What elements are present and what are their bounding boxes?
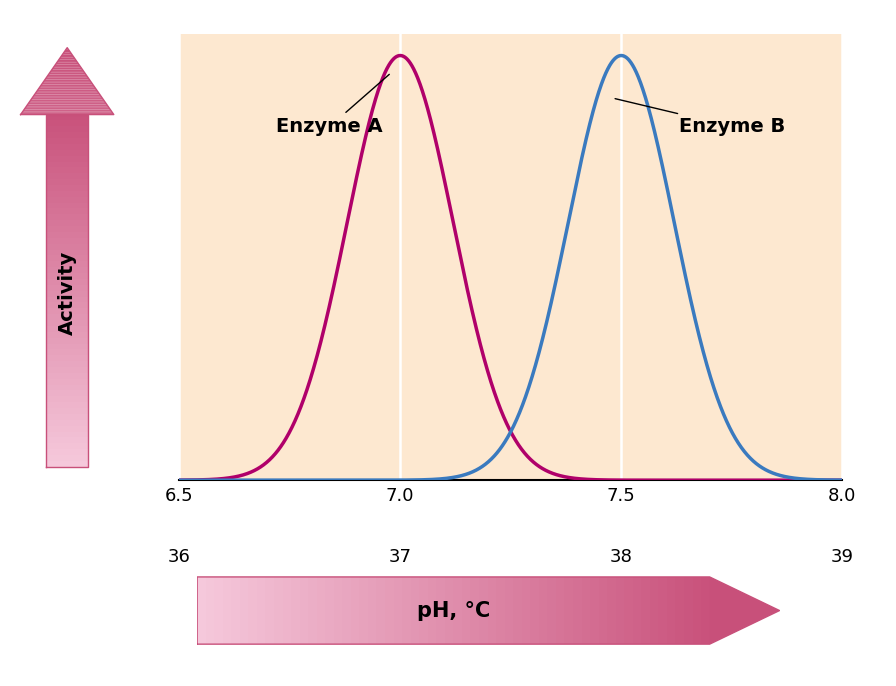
Polygon shape bbox=[41, 83, 93, 84]
Polygon shape bbox=[29, 102, 106, 103]
Polygon shape bbox=[21, 113, 114, 115]
Polygon shape bbox=[47, 76, 88, 78]
Text: Enzyme B: Enzyme B bbox=[615, 99, 785, 136]
Polygon shape bbox=[53, 66, 82, 68]
Polygon shape bbox=[58, 60, 76, 61]
Polygon shape bbox=[710, 577, 780, 644]
Polygon shape bbox=[23, 110, 111, 111]
Polygon shape bbox=[36, 91, 99, 93]
Polygon shape bbox=[55, 64, 80, 66]
Polygon shape bbox=[39, 86, 95, 88]
Polygon shape bbox=[35, 93, 99, 95]
Polygon shape bbox=[59, 58, 75, 60]
Polygon shape bbox=[52, 68, 82, 69]
Text: 38: 38 bbox=[610, 548, 633, 566]
Polygon shape bbox=[25, 106, 109, 108]
Polygon shape bbox=[64, 51, 71, 53]
Text: Enzyme A: Enzyme A bbox=[277, 74, 389, 136]
Polygon shape bbox=[30, 99, 105, 102]
Polygon shape bbox=[56, 62, 79, 64]
Text: Activity: Activity bbox=[57, 251, 77, 335]
Polygon shape bbox=[47, 75, 87, 76]
Text: 39: 39 bbox=[831, 548, 854, 566]
Polygon shape bbox=[28, 103, 107, 104]
Polygon shape bbox=[32, 96, 102, 98]
Polygon shape bbox=[62, 54, 73, 56]
Text: 37: 37 bbox=[389, 548, 412, 566]
Polygon shape bbox=[40, 84, 94, 86]
Polygon shape bbox=[56, 61, 78, 62]
Polygon shape bbox=[27, 104, 108, 106]
Polygon shape bbox=[24, 108, 110, 110]
Polygon shape bbox=[33, 95, 101, 96]
Polygon shape bbox=[44, 80, 90, 81]
Text: pH, °C: pH, °C bbox=[417, 600, 490, 621]
Polygon shape bbox=[31, 98, 103, 99]
Polygon shape bbox=[66, 48, 68, 49]
Polygon shape bbox=[65, 49, 70, 51]
Polygon shape bbox=[48, 73, 86, 75]
Polygon shape bbox=[60, 56, 74, 58]
Polygon shape bbox=[51, 69, 83, 71]
Polygon shape bbox=[37, 89, 98, 91]
Polygon shape bbox=[50, 71, 85, 73]
Polygon shape bbox=[45, 78, 90, 80]
Polygon shape bbox=[63, 53, 72, 54]
Text: 36: 36 bbox=[168, 548, 191, 566]
Polygon shape bbox=[43, 81, 91, 83]
Polygon shape bbox=[38, 88, 97, 89]
Polygon shape bbox=[22, 111, 113, 113]
